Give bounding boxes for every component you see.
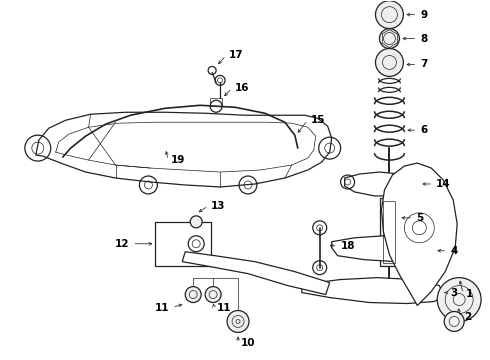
Text: 2: 2 xyxy=(464,312,471,323)
Text: 1: 1 xyxy=(466,289,473,298)
Polygon shape xyxy=(382,163,457,306)
Text: 8: 8 xyxy=(420,33,428,44)
Text: 4: 4 xyxy=(450,246,458,256)
Polygon shape xyxy=(302,278,444,303)
Circle shape xyxy=(190,216,202,228)
Text: 6: 6 xyxy=(420,125,428,135)
Text: 10: 10 xyxy=(241,338,255,348)
Text: 7: 7 xyxy=(420,59,428,69)
Text: 3: 3 xyxy=(450,288,458,298)
Circle shape xyxy=(375,49,403,76)
Text: 14: 14 xyxy=(436,179,451,189)
Text: 9: 9 xyxy=(420,10,427,20)
Circle shape xyxy=(379,28,399,49)
Text: 5: 5 xyxy=(416,213,423,223)
Polygon shape xyxy=(36,112,332,187)
Bar xyxy=(380,198,398,266)
Text: 19: 19 xyxy=(172,155,186,165)
Bar xyxy=(155,222,211,266)
Text: 12: 12 xyxy=(115,239,129,249)
Bar xyxy=(210,98,222,106)
Text: 11: 11 xyxy=(217,302,232,312)
Circle shape xyxy=(437,278,481,321)
Circle shape xyxy=(444,311,464,332)
Text: 15: 15 xyxy=(311,115,325,125)
Polygon shape xyxy=(344,172,419,196)
Circle shape xyxy=(205,287,221,302)
Text: 16: 16 xyxy=(235,84,249,93)
Bar xyxy=(384,201,395,263)
Polygon shape xyxy=(332,236,434,262)
Text: 11: 11 xyxy=(155,302,169,312)
Polygon shape xyxy=(182,252,330,294)
Text: 18: 18 xyxy=(341,241,355,251)
Circle shape xyxy=(227,310,249,332)
Circle shape xyxy=(185,287,201,302)
Text: 13: 13 xyxy=(211,201,225,211)
Text: 17: 17 xyxy=(229,50,244,60)
Circle shape xyxy=(375,1,403,28)
